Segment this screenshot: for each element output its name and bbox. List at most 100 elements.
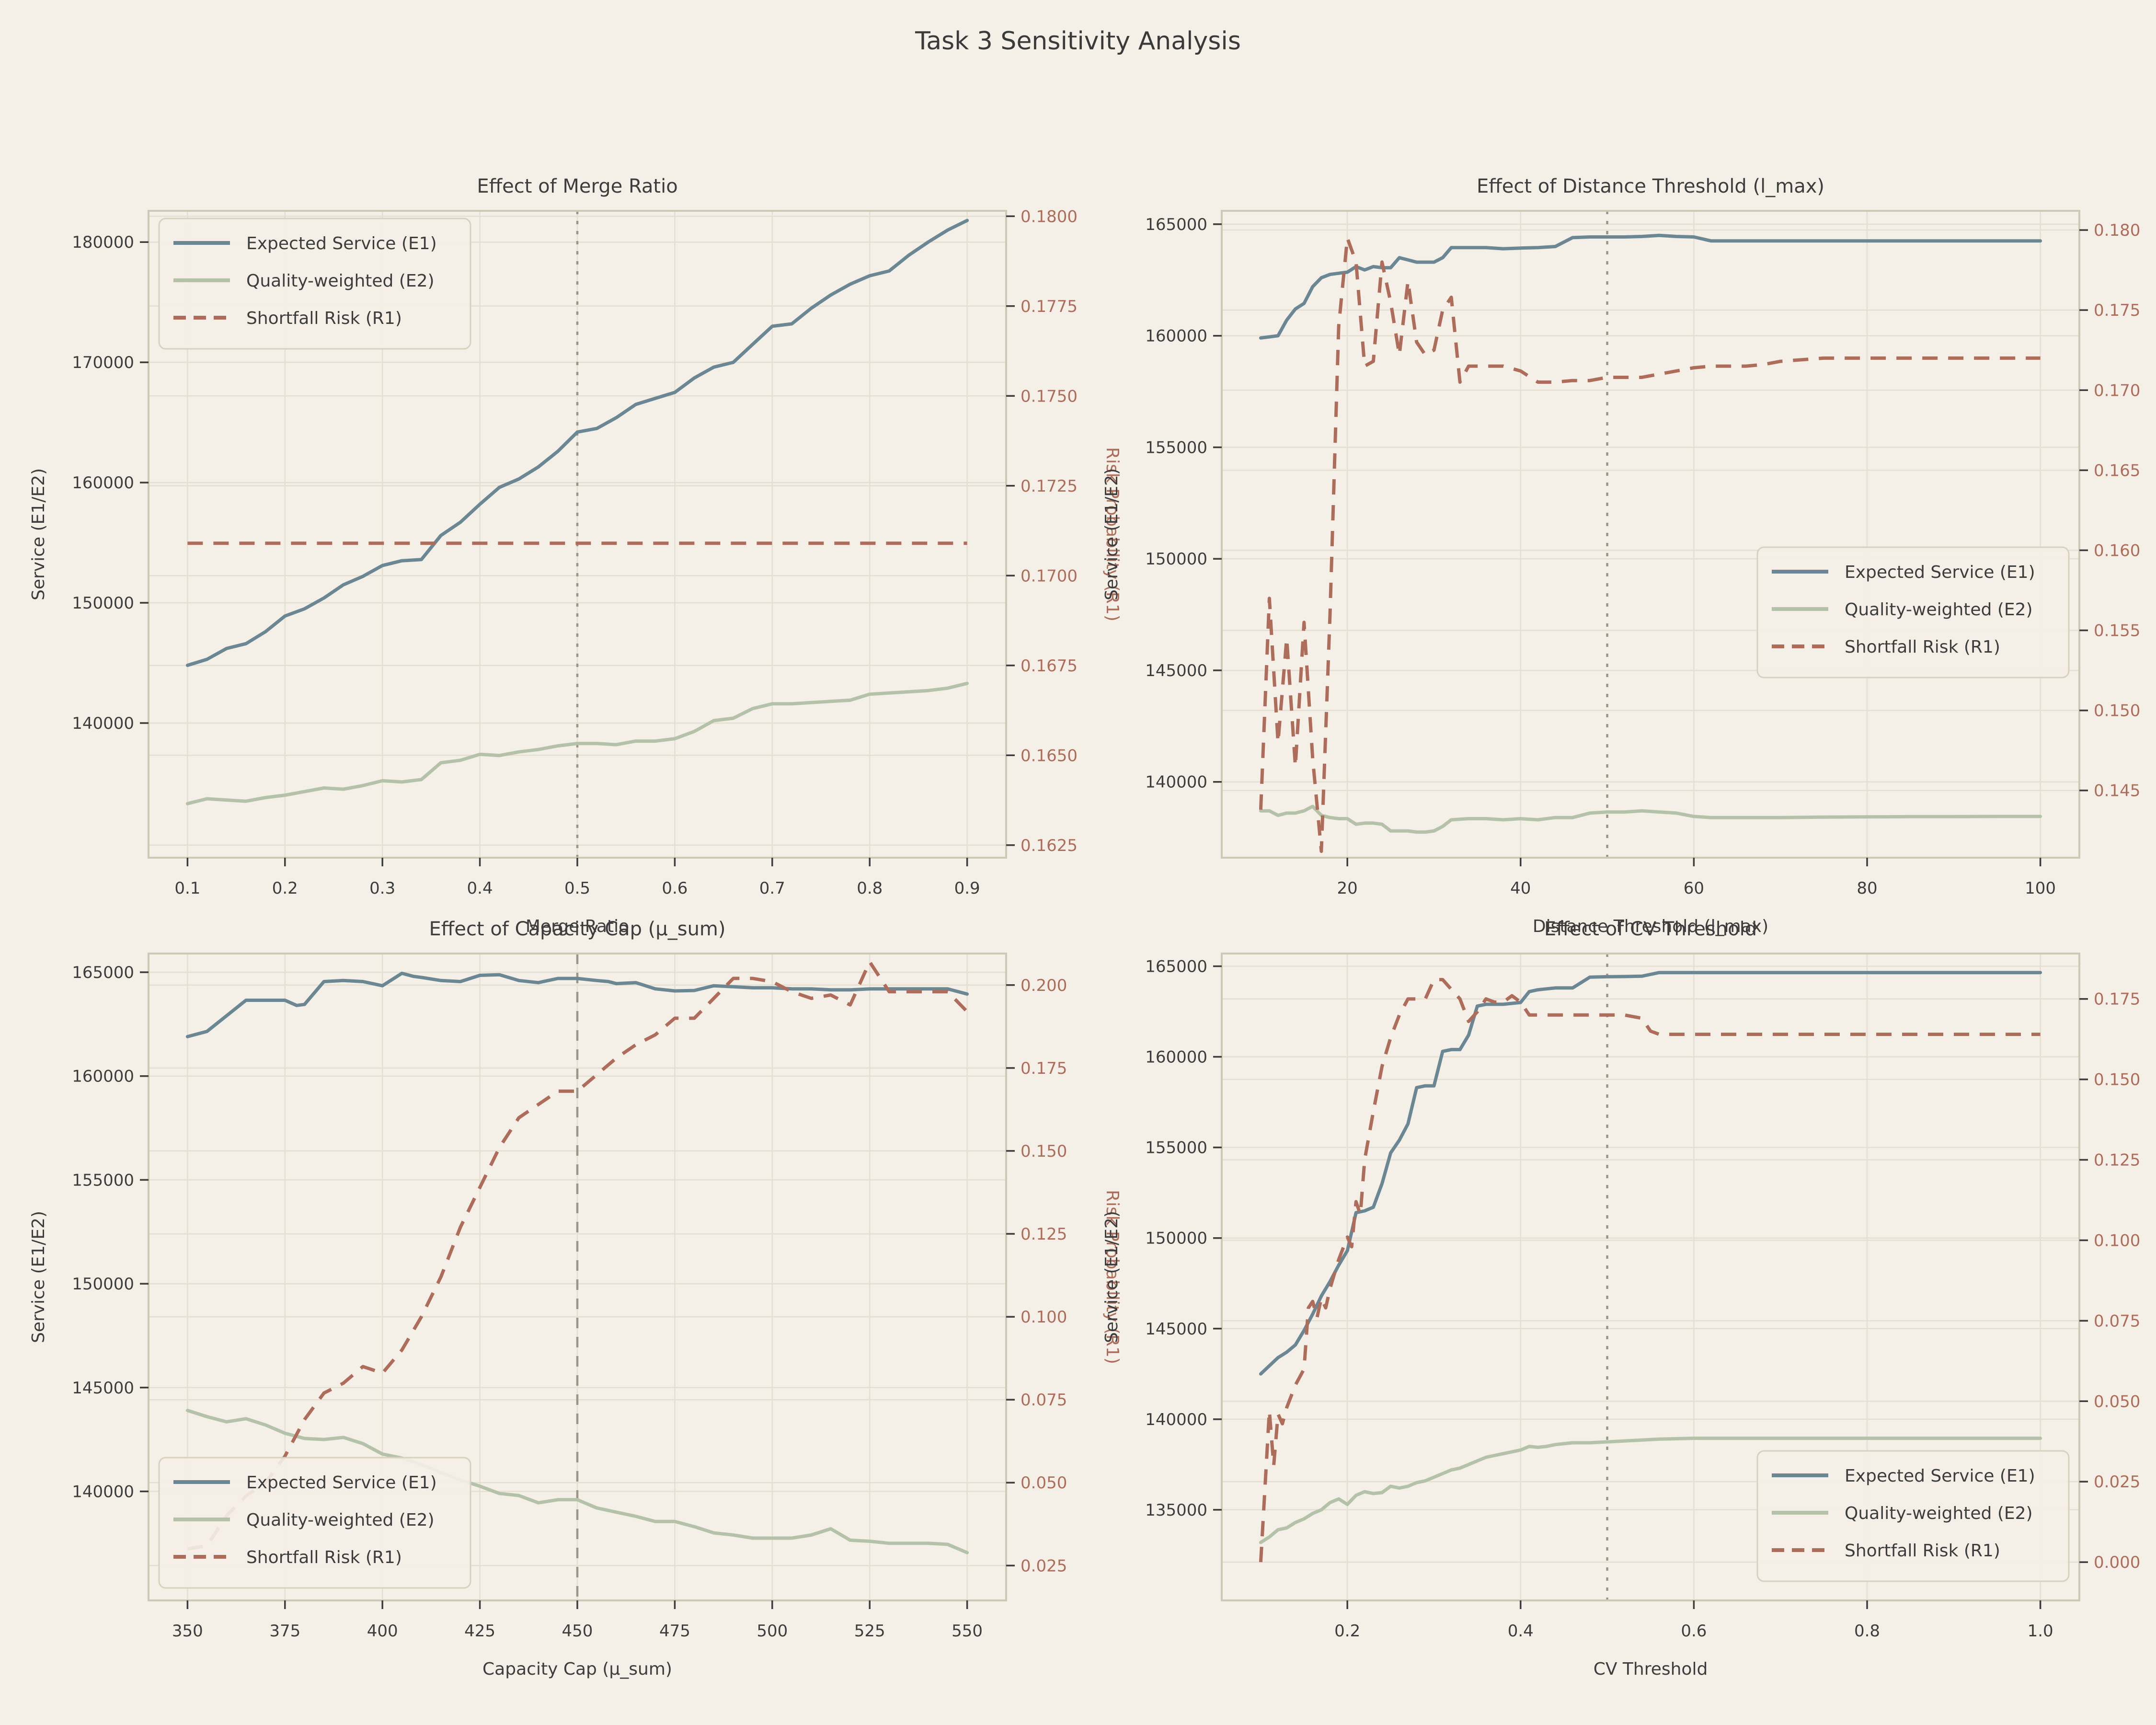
y-tick-label-left: 140000 (1145, 773, 1207, 792)
series-line-r1 (187, 960, 969, 1551)
y-tick-label-right: 0.155 (2094, 621, 2140, 640)
y-tick-label-right: 0.1675 (1021, 656, 1078, 676)
y-tick-label-left: 145000 (1145, 661, 1207, 680)
legend: Expected Service (E1) Quality-weighted (E… (1756, 1450, 2070, 1582)
x-tick-label: 425 (464, 1622, 495, 1641)
legend: Expected Service (E1) Quality-weighted (E… (158, 218, 471, 350)
legend-box (158, 218, 471, 350)
y-tick-label-left: 165000 (1145, 957, 1207, 976)
y-tick-label-right: 0.175 (1021, 1059, 1067, 1078)
y-tick-label-right: 0.1650 (1021, 746, 1078, 765)
legend-box (1756, 546, 2070, 678)
axes-spine (1221, 953, 2080, 1601)
chart-title: Effect of Merge Ratio (477, 175, 677, 197)
y-tick-label-right: 0.050 (2094, 1392, 2140, 1411)
series-line-e1 (185, 971, 969, 1038)
y-tick-label-left: 145000 (72, 1379, 134, 1398)
x-tick-label: 0.2 (1334, 1622, 1360, 1641)
y-tick-label-right: 0.1700 (1021, 566, 1078, 586)
legend: Expected Service (E1) Quality-weighted (E… (158, 1457, 471, 1589)
x-axis-title: Merge Ratio (526, 917, 629, 936)
legend-label: Shortfall Risk (R1) (1845, 1541, 2000, 1561)
y-tick-label-right: 0.025 (1021, 1556, 1067, 1576)
legend-box (1756, 1450, 2070, 1582)
y-tick-label-left: 160000 (72, 1067, 134, 1086)
y-tick-label-left: 145000 (1145, 1320, 1207, 1339)
y-axis-title-right: Risk Probability (R1) (1102, 1190, 1122, 1364)
x-tick-label: 400 (367, 1622, 398, 1641)
y-tick-label-left: 170000 (72, 353, 134, 372)
y-tick-label-left: 155000 (1145, 438, 1207, 457)
x-tick-label: 550 (952, 1622, 983, 1641)
x-tick-label: 0.4 (467, 879, 493, 898)
y-tick-label-left: 140000 (72, 714, 134, 733)
x-tick-label: 0.4 (1508, 1622, 1534, 1641)
y-tick-label-left: 165000 (1145, 215, 1207, 234)
y-tick-label-left: 135000 (1145, 1501, 1207, 1520)
y-tick-label-right: 0.1800 (1021, 207, 1078, 226)
legend-label: Quality-weighted (E2) (1845, 1504, 2033, 1523)
legend-label: Expected Service (E1) (1845, 1466, 2035, 1486)
series-line-e2 (185, 1409, 969, 1554)
y-tick-label-right: 0.125 (1021, 1225, 1067, 1244)
y-tick-label-right: 0.125 (2094, 1151, 2140, 1170)
x-tick-label: 40 (1510, 879, 1531, 898)
series-line-r1 (1259, 236, 2041, 853)
chart-4: 0.2 0.4 0.6 0.8 1.0 135000 140000 145000 150000 1… (1102, 918, 2140, 1679)
y-tick-label-right: 0.075 (2094, 1311, 2140, 1331)
x-tick-label: 0.5 (564, 879, 590, 898)
x-tick-label: 0.3 (369, 879, 395, 898)
y-tick-label-right: 0.165 (2094, 461, 2140, 480)
y-tick-label-right: 0.175 (2094, 990, 2140, 1009)
y-tick-label-right: 0.150 (2094, 702, 2140, 721)
y-tick-label-left: 150000 (72, 1275, 134, 1294)
x-tick-label: 375 (269, 1622, 300, 1641)
series-line-e1 (1259, 233, 2042, 340)
y-tick-label-right: 0.100 (1021, 1308, 1067, 1327)
y-tick-label-right: 0.025 (2094, 1472, 2140, 1492)
y-tick-label-left: 150000 (1145, 1229, 1207, 1248)
legend-box (158, 1457, 471, 1589)
y-tick-label-left: 140000 (1145, 1410, 1207, 1429)
y-tick-label-right: 0.1625 (1021, 836, 1078, 855)
y-tick-label-left: 180000 (72, 233, 134, 252)
x-tick-label: 80 (1857, 879, 1877, 898)
y-tick-label-right: 0.1775 (1021, 297, 1078, 316)
legend: Expected Service (E1) Quality-weighted (E… (1756, 546, 2070, 678)
chart-1: 0.1 0.2 0.3 0.4 0.5 0.6 0.7 0.8 0.9 140000 150000 1… (29, 175, 1122, 936)
legend-label: Expected Service (E1) (246, 1473, 437, 1493)
y-tick-label-left: 155000 (72, 1171, 134, 1190)
chart-2: 20 40 60 80 100 140000 145000 150000 155000 16000… (1102, 175, 2140, 936)
x-tick-label: 525 (854, 1622, 885, 1641)
y-tick-label-left: 140000 (72, 1482, 134, 1501)
x-tick-label: 0.7 (759, 879, 785, 898)
series-line-e2 (1259, 805, 2042, 834)
series-line-e1 (185, 218, 969, 667)
x-tick-label: 0.1 (174, 879, 200, 898)
y-tick-label-left: 160000 (1145, 327, 1207, 346)
x-tick-label: 475 (659, 1622, 690, 1641)
y-axis-title-left: Service (E1/E2) (29, 468, 48, 600)
legend-label: Shortfall Risk (R1) (246, 309, 402, 328)
x-tick-label: 450 (562, 1622, 593, 1641)
y-tick-label-right: 0.050 (1021, 1473, 1067, 1493)
x-axis-title: CV Threshold (1594, 1659, 1708, 1679)
chart-title: Effect of Capacity Cap (μ_sum) (429, 918, 726, 940)
legend-label: Quality-weighted (E2) (246, 271, 435, 291)
x-tick-label: 1.0 (2028, 1622, 2053, 1641)
y-tick-label-right: 0.175 (2094, 301, 2140, 320)
x-tick-label: 0.2 (272, 879, 298, 898)
x-axis-title: Distance Threshold (l_max) (1533, 917, 1768, 936)
legend-label: Quality-weighted (E2) (246, 1510, 435, 1530)
y-axis-title-right: Risk Probability (R1) (1102, 447, 1122, 621)
y-tick-label-left: 150000 (1145, 550, 1207, 569)
figure-title: Task 3 Sensitivity Analysis (915, 27, 1241, 56)
x-tick-label: 350 (172, 1622, 203, 1641)
y-axis-title-left: Service (E1/E2) (1102, 1211, 1122, 1343)
x-tick-label: 0.6 (662, 879, 688, 898)
y-tick-label-right: 0.170 (2094, 381, 2140, 400)
y-tick-label-right: 0.1725 (1021, 477, 1078, 496)
series-line-e2 (1259, 1437, 2042, 1544)
x-axis-title: Capacity Cap (μ_sum) (482, 1659, 672, 1679)
